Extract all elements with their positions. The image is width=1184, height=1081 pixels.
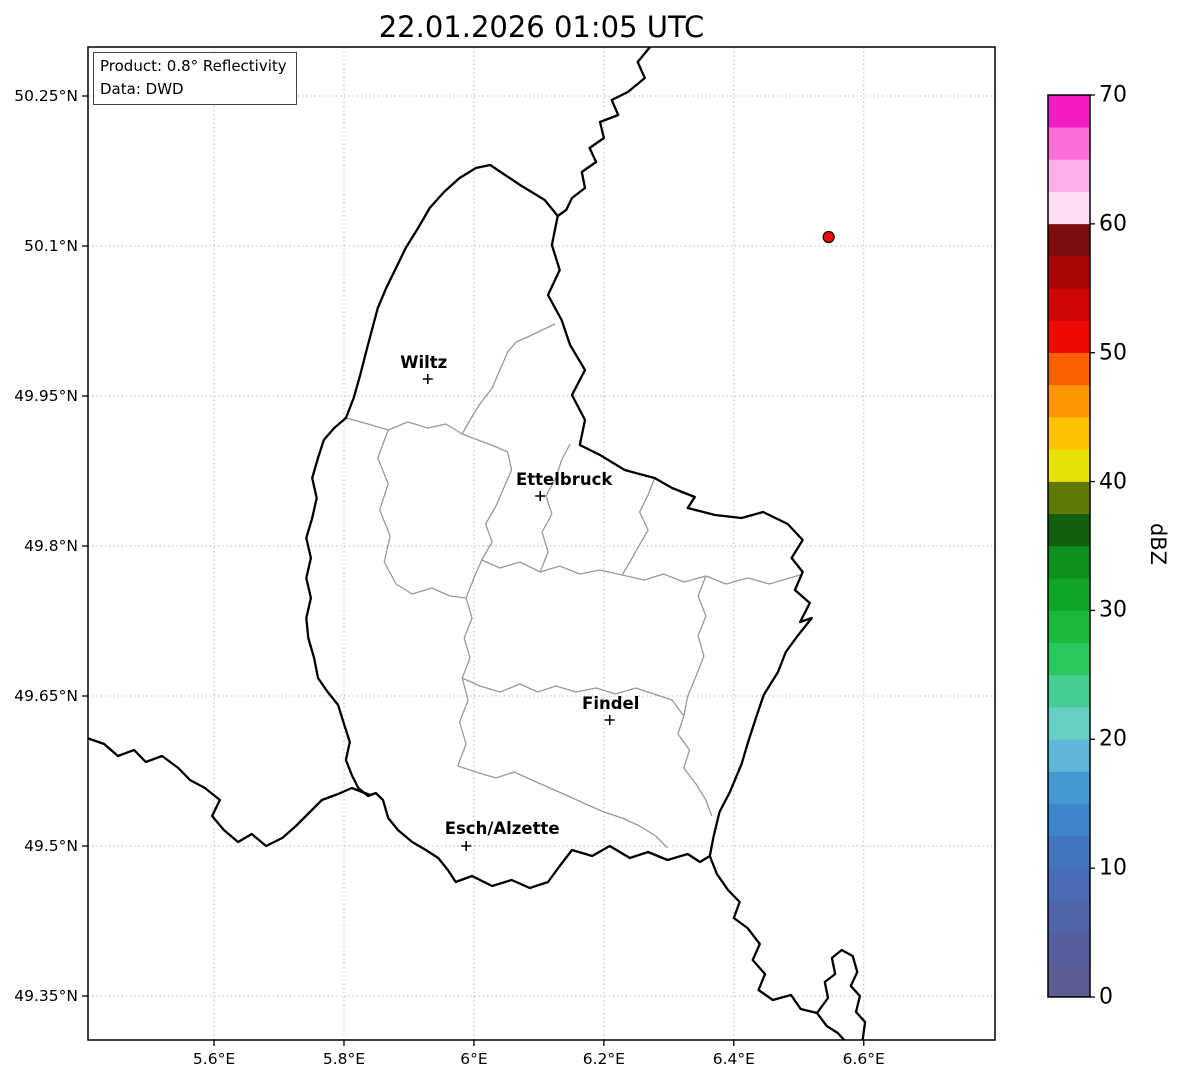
- colorbar-segment: [1048, 706, 1090, 740]
- colorbar-segment: [1048, 481, 1090, 515]
- colorbar-segment: [1048, 94, 1090, 128]
- figure-title: 22.01.2026 01:05 UTC: [378, 10, 705, 44]
- canton-border: [345, 417, 508, 453]
- data-source-line: Data: DWD: [100, 79, 184, 98]
- colorbar-segment: [1048, 191, 1090, 225]
- colorbar-segment: [1048, 932, 1090, 966]
- canton-border: [457, 765, 668, 849]
- colorbar-segment: [1048, 610, 1090, 643]
- canton-border: [457, 451, 513, 767]
- product-info-box: Product: 0.8° Reflectivity Data: DWD: [93, 52, 297, 105]
- city-label-wiltz: Wiltz: [400, 353, 447, 372]
- colorbar-segment: [1048, 674, 1090, 708]
- colorbar-segment: [1048, 159, 1090, 192]
- colorbar-frame: [1047, 94, 1091, 998]
- canton-border: [377, 429, 467, 599]
- canton-border: [539, 443, 571, 573]
- country-border: [815, 948, 867, 1040]
- canton-border: [461, 323, 556, 435]
- colorbar-segment: [1048, 223, 1090, 257]
- city-label-findel: Findel: [582, 694, 639, 713]
- colorbar-segment: [1048, 449, 1090, 482]
- city-label-esch-alzette: Esch/Alzette: [445, 819, 560, 838]
- country-border: [556, 47, 652, 218]
- city-marker-esch-alzette: [461, 841, 472, 851]
- city-label-ettelbruck: Ettelbruck: [516, 470, 613, 489]
- country-border: [708, 854, 846, 1040]
- canton-border: [461, 677, 713, 817]
- colorbar-segment: [1048, 900, 1090, 933]
- country-border: [88, 737, 372, 848]
- colorbar-segment: [1048, 738, 1090, 772]
- colorbar-segment: [1048, 577, 1090, 611]
- city-marker-findel: [604, 715, 615, 725]
- colorbar-unit-label: dBZ: [1146, 522, 1170, 566]
- radar-site-marker: [822, 230, 835, 244]
- colorbar-segment: [1048, 803, 1090, 837]
- colorbar-segment: [1048, 835, 1090, 869]
- canton-border: [621, 477, 656, 576]
- colorbar-segment: [1048, 287, 1090, 321]
- colorbar-segment: [1048, 964, 1090, 998]
- colorbar-segment: [1048, 867, 1090, 901]
- colorbar-segment: [1048, 642, 1090, 676]
- product-info-line: Product: 0.8° Reflectivity: [100, 57, 287, 75]
- colorbar-segment: [1048, 320, 1090, 354]
- colorbar-segment: [1048, 352, 1090, 386]
- colorbar-segment: [1048, 513, 1090, 547]
- colorbar-segment: [1048, 126, 1090, 160]
- canton-border: [683, 575, 707, 717]
- colorbar-segment: [1048, 255, 1090, 289]
- colorbar-segment: [1048, 545, 1090, 579]
- colorbar-segment: [1048, 771, 1090, 805]
- country-border: [305, 163, 813, 890]
- city-marker-ettelbruck: [535, 491, 546, 501]
- canton-border: [481, 559, 801, 585]
- colorbar-segment: [1048, 384, 1090, 418]
- colorbar-segment: [1048, 416, 1090, 450]
- city-marker-wiltz: [422, 374, 433, 384]
- plot-frame: [87, 46, 996, 1041]
